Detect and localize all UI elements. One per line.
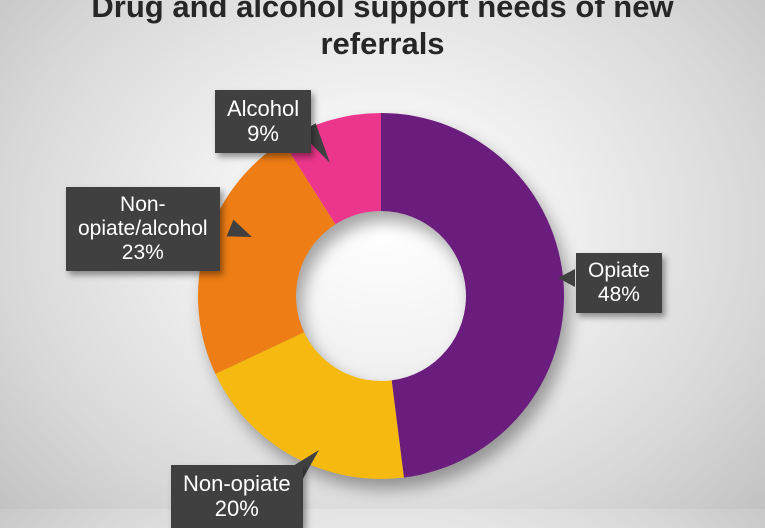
callout-alcohol: Alcohol 9%	[215, 90, 311, 153]
callout-opiate: Opiate 48%	[576, 253, 662, 313]
slice-opiate	[381, 113, 564, 478]
callout-noa: Non- opiate/alcohol 23%	[66, 187, 220, 271]
callout-non-opiate: Non-opiate 20%	[171, 465, 303, 528]
